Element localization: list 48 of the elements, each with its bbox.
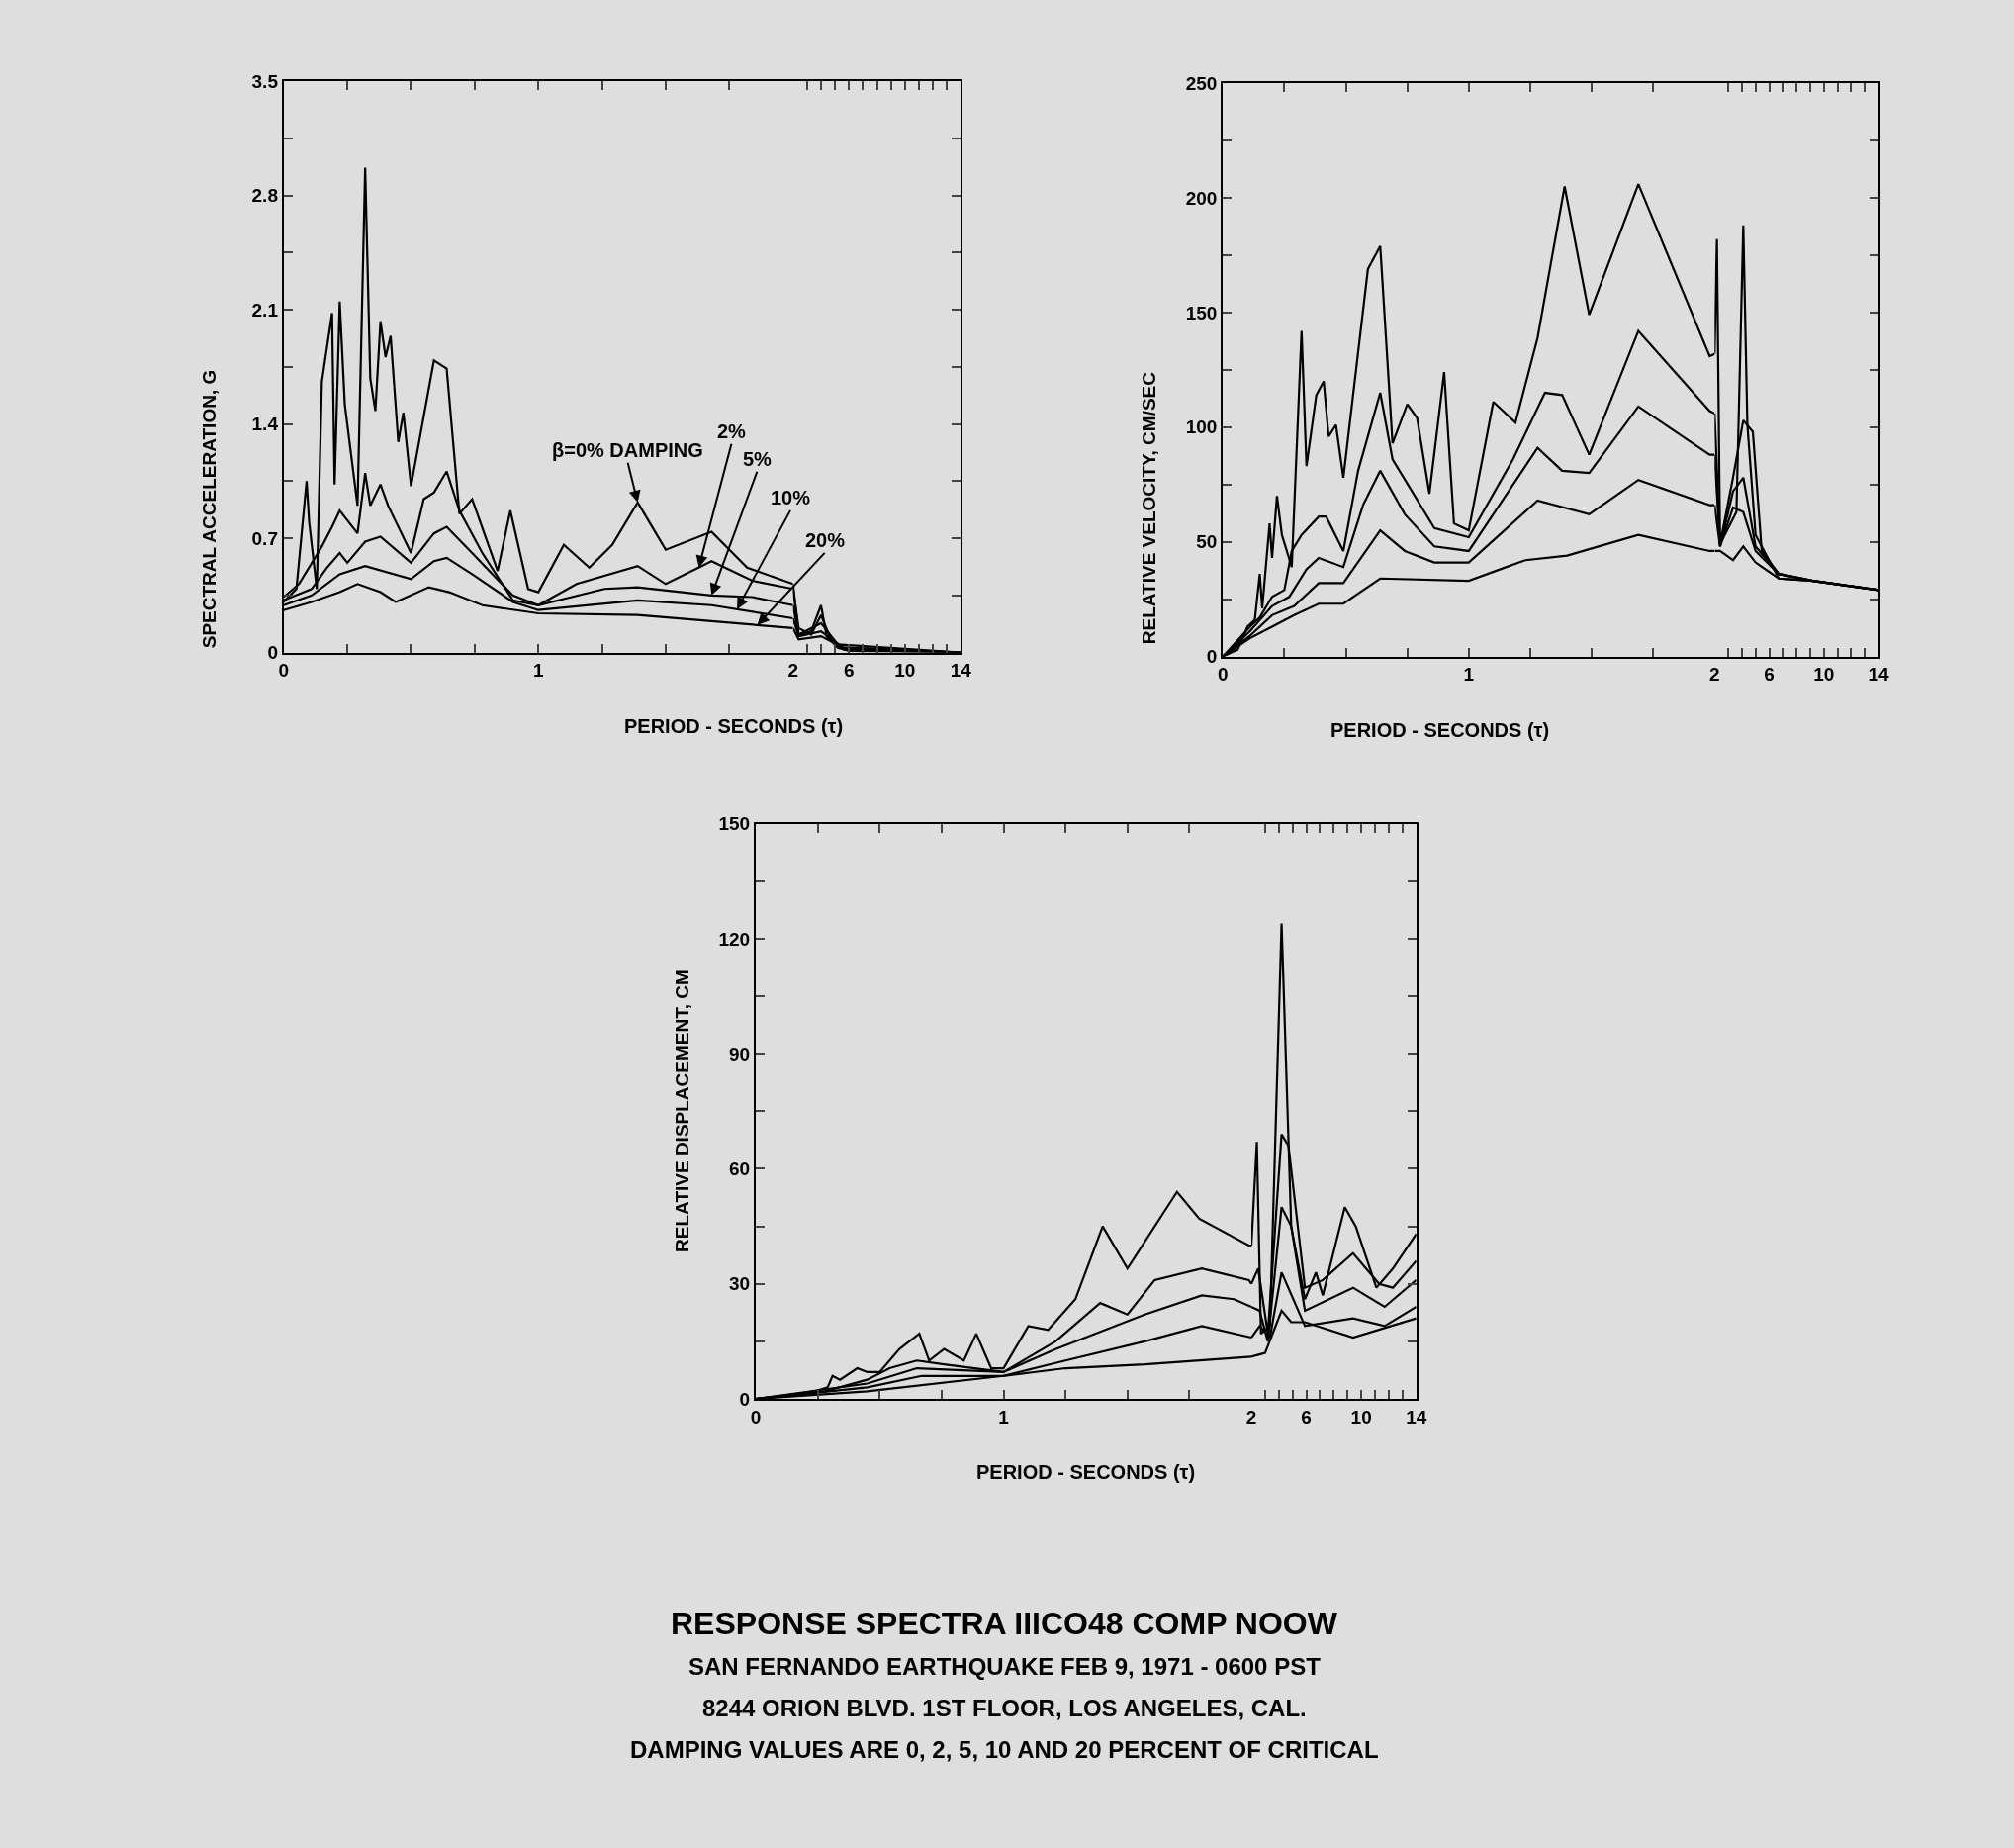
x-tick-label: 14 [950, 660, 972, 682]
y-tick-label: 120 [718, 928, 751, 950]
text: DAMPING VALUES ARE 0, 2, 5, 10 AND 20 PERCENT OF CRITICAL [630, 1736, 1379, 1763]
text: 8244 ORION BLVD. 1ST FLOOR, LOS ANGELES, CAL. [702, 1695, 1307, 1721]
y-tick-label: 90 [729, 1043, 751, 1064]
y-tick-label: 2.1 [251, 299, 279, 321]
y-tick-label: 60 [729, 1158, 751, 1180]
text: 10% [771, 487, 811, 508]
x-tick-label: 1 [1463, 664, 1475, 686]
y-tick-label: 250 [1185, 72, 1218, 94]
text: SAN FERNANDO EARTHQUAKE FEB 9, 1971 - 0600 PST [688, 1653, 1322, 1680]
x-tick-label: 14 [1868, 664, 1889, 686]
y-tick-label: 200 [1185, 187, 1218, 209]
x-tick-label: 2 [1709, 664, 1720, 686]
y-tick-label: 150 [718, 813, 751, 835]
text: 2% [717, 420, 747, 442]
y-tick-label: 30 [729, 1273, 751, 1295]
y-tick-label: 50 [1196, 531, 1218, 553]
y-tick-label: 0 [267, 642, 278, 664]
y-tick-label: 0 [739, 1388, 751, 1410]
y-axis-title: SPECTRAL ACCELERATION, G [199, 369, 221, 649]
x-axis-title: PERIOD - SECONDS (τ) [1330, 719, 1550, 741]
x-tick-label: 2 [787, 660, 798, 682]
y-axis-title: RELATIVE VELOCITY, CM/SEC [1139, 371, 1160, 645]
x-tick-label: 10 [894, 660, 916, 682]
y-axis-title: RELATIVE DISPLACEMENT, CM [672, 970, 693, 1252]
y-tick-label: 0 [1206, 646, 1218, 668]
y-tick-label: 100 [1185, 416, 1218, 438]
x-tick-label: 10 [1813, 664, 1835, 686]
x-tick-label: 6 [1764, 664, 1775, 686]
y-tick-label: 150 [1185, 302, 1218, 323]
x-tick-label: 14 [1406, 1406, 1427, 1428]
y-tick-label: 3.5 [251, 70, 279, 92]
text: 20% [805, 529, 846, 551]
x-tick-label: 6 [843, 660, 855, 682]
y-tick-label: 2.8 [251, 185, 278, 207]
y-tick-label: 0.7 [251, 527, 278, 549]
x-axis-title: PERIOD - SECONDS (τ) [624, 715, 844, 737]
text: 5% [743, 448, 773, 470]
y-tick-label: 1.4 [251, 414, 279, 435]
x-tick-label: 1 [532, 660, 544, 682]
x-tick-label: 2 [1245, 1406, 1257, 1428]
x-tick-label: 10 [1350, 1406, 1372, 1428]
text: RESPONSE SPECTRA IIICO48 COMP NOOW [671, 1606, 1338, 1641]
text: β=0% DAMPING [552, 439, 703, 461]
x-tick-label: 1 [998, 1406, 1010, 1428]
x-axis-title: PERIOD - SECONDS (τ) [976, 1461, 1196, 1483]
x-tick-label: 6 [1301, 1406, 1312, 1428]
